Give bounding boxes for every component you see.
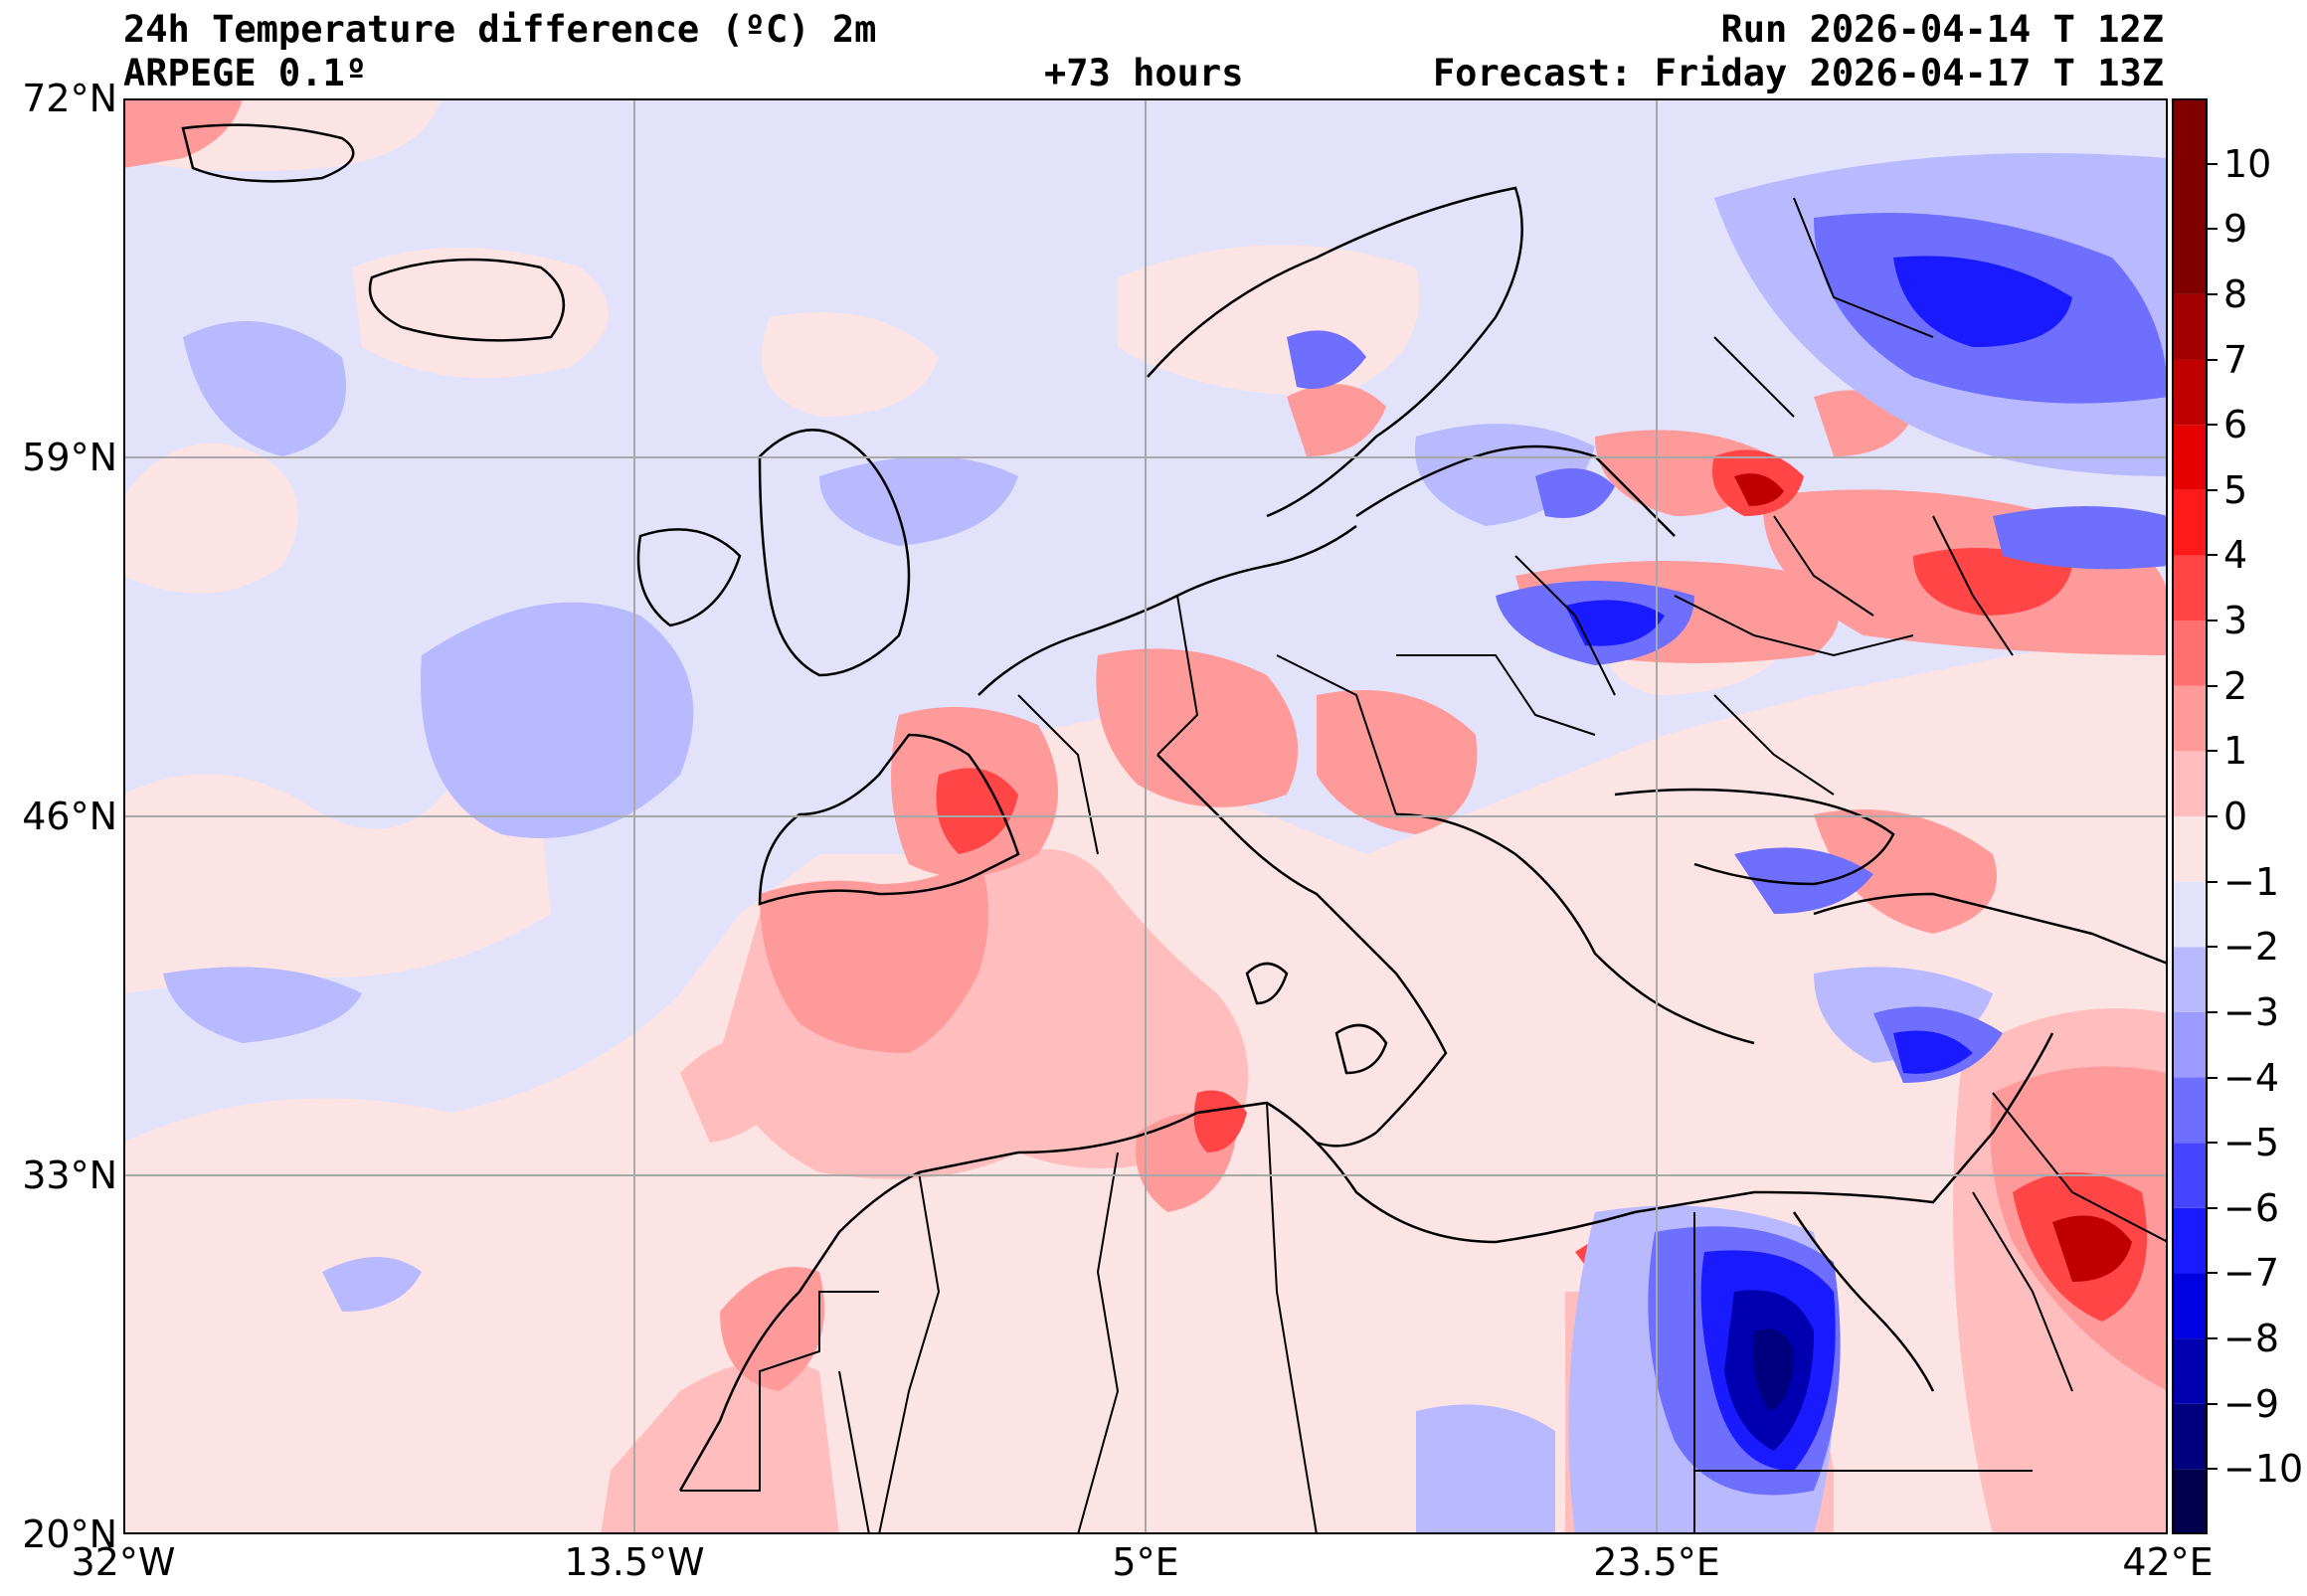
colorbar-tick-label: −9 (2223, 1381, 2280, 1426)
graticule (123, 98, 2168, 1534)
colorbar-tick (2208, 1337, 2218, 1340)
longitude-label: 32°W (71, 1540, 176, 1584)
colorbar-band (2172, 621, 2208, 686)
colorbar-band (2172, 1273, 2208, 1339)
colorbar-band (2172, 947, 2208, 1012)
colorbar-band (2172, 98, 2208, 294)
map-frame (123, 98, 2168, 1534)
colorbar-band (2172, 1207, 2208, 1274)
forecast-label: Forecast: Friday 2026-04-17 T 13Z (1432, 52, 2164, 94)
latitude-label: 59°N (22, 436, 117, 479)
colorbar-frame (2172, 98, 2208, 1534)
colorbar-band (2172, 1011, 2208, 1078)
colorbar-tick-label: −3 (2223, 989, 2280, 1034)
colorbar-tick-label: −2 (2223, 925, 2280, 970)
colorbar-tick-label: 8 (2223, 271, 2248, 316)
colorbar-scale (2172, 98, 2208, 1534)
colorbar-tick (2208, 292, 2218, 295)
colorbar-tick-label: −7 (2223, 1251, 2280, 1296)
colorbar-tick (2208, 488, 2218, 491)
longitude-label: 42°E (2122, 1540, 2214, 1584)
longitude-label: 13.5°W (564, 1540, 705, 1584)
colorbar-tick-label: −10 (2223, 1447, 2304, 1492)
latitude-label: 46°N (22, 795, 117, 838)
colorbar-band (2172, 751, 2208, 816)
longitude-label: 5°E (1112, 1540, 1179, 1584)
colorbar-band (2172, 293, 2208, 360)
colorbar-tick-label: 4 (2223, 533, 2248, 578)
colorbar-band (2172, 425, 2208, 490)
colorbar-tick (2208, 228, 2218, 231)
darkest-warm-cores (1734, 473, 2132, 1282)
colorbar-tick-label: −1 (2223, 859, 2280, 904)
longitude-label: 23.5°E (1593, 1540, 1720, 1584)
colorbar-band (2172, 1338, 2208, 1404)
colorbar-tick-label: −5 (2223, 1121, 2280, 1165)
colorbar-tick (2208, 1076, 2218, 1079)
coastlines (181, 123, 2169, 1492)
colorbar-tick (2208, 162, 2218, 165)
colorbar-band (2172, 555, 2208, 621)
latitude-label: 20°N (22, 1512, 117, 1556)
colorbar-band (2172, 1469, 2208, 1534)
colorbar-tick-label: −4 (2223, 1055, 2280, 1100)
map-title: 24h Temperature difference (ºC) 2m (123, 8, 877, 51)
colorbar-band (2172, 816, 2208, 882)
colorbar-tick-label: 10 (2223, 141, 2272, 186)
blackish-cold-core (1753, 1329, 1794, 1411)
colorbar-tick (2208, 1010, 2218, 1013)
lead-time: +73 hours (1044, 52, 1244, 94)
colorbar-band (2172, 489, 2208, 556)
colorbar-band (2172, 1403, 2208, 1470)
colorbar-tick (2208, 684, 2218, 687)
colorbar-tick (2208, 554, 2218, 557)
colorbar-tick (2208, 750, 2218, 753)
colorbar-band (2172, 685, 2208, 752)
colorbar-tick (2208, 358, 2218, 361)
temperature-difference-map (123, 98, 2169, 1535)
colorbar-tick (2208, 815, 2218, 817)
colorbar-tick (2208, 1272, 2218, 1275)
colorbar-tick (2208, 1206, 2218, 1209)
colorbar-tick-label: −8 (2223, 1317, 2280, 1361)
run-label: Run 2026-04-14 T 12Z (1720, 8, 2164, 51)
latitude-label: 33°N (22, 1153, 117, 1197)
colorbar-band (2172, 881, 2208, 948)
colorbar-tick (2208, 620, 2218, 622)
colorbar-tick-label: 0 (2223, 795, 2248, 838)
colorbar (2172, 98, 2208, 1534)
colorbar-tick (2208, 1402, 2218, 1405)
colorbar-tick-label: 7 (2223, 337, 2248, 382)
colorbar-band (2172, 1143, 2208, 1208)
colorbar-tick-label: 6 (2223, 403, 2248, 447)
colorbar-band (2172, 359, 2208, 426)
colorbar-tick-label: 9 (2223, 207, 2248, 252)
colorbar-tick-label: 2 (2223, 663, 2248, 708)
colorbar-tick (2208, 424, 2218, 427)
model-label: ARPEGE 0.1º (123, 52, 368, 94)
colorbar-tick-label: 3 (2223, 599, 2248, 643)
colorbar-tick (2208, 1468, 2218, 1471)
colorbar-tick-label: 5 (2223, 467, 2248, 512)
colorbar-tick-label: 1 (2223, 729, 2248, 774)
colorbar-tick (2208, 946, 2218, 949)
latitude-label: 72°N (22, 77, 117, 120)
map-panel (123, 98, 2169, 1535)
country-borders (680, 197, 2169, 1535)
colorbar-tick-label: −6 (2223, 1185, 2280, 1230)
strong-warm-regions (123, 98, 2168, 1391)
colorbar-tick (2208, 880, 2218, 883)
colorbar-tick (2208, 1142, 2218, 1145)
colorbar-band (2172, 1077, 2208, 1144)
